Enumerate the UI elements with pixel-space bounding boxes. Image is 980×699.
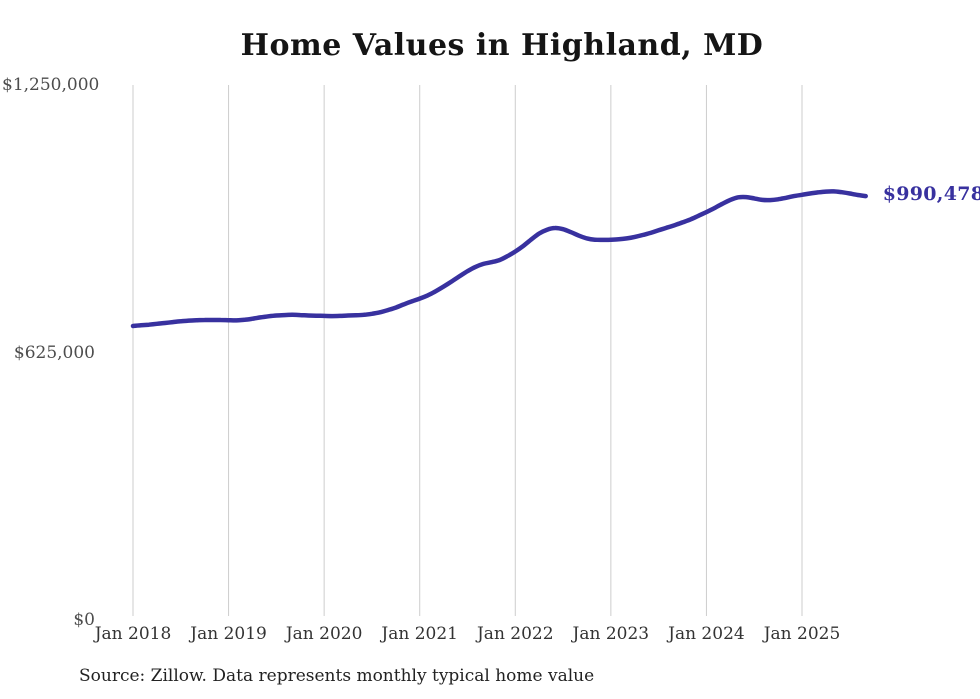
x-tick-label: Jan 2025 [763, 624, 841, 644]
value-line [130, 189, 868, 329]
x-tick-label: Jan 2022 [476, 624, 554, 644]
y-tick-label: $1,250,000 [2, 75, 100, 95]
y-tick-label: $625,000 [13, 342, 95, 363]
x-tick-label: Jan 2021 [381, 624, 458, 644]
x-tick-label: Jan 2020 [285, 624, 363, 644]
x-tick-label: Jan 2023 [572, 624, 650, 644]
x-tick-label: Jan 2018 [94, 624, 172, 644]
source-note: Source: Zillow. Data represents monthly … [79, 666, 595, 686]
x-tick-label: Jan 2019 [190, 624, 267, 644]
chart-title: Home Values in Highland, MD [240, 28, 764, 63]
x-tick-label: Jan 2024 [668, 624, 745, 644]
x-axis: Jan 2018 Jan 2019 Jan 2020 Jan 2021 Jan 2022… [0, 624, 980, 650]
y-tick-label: $0 [73, 610, 95, 630]
current-value-label: $990,478 [882, 183, 980, 206]
